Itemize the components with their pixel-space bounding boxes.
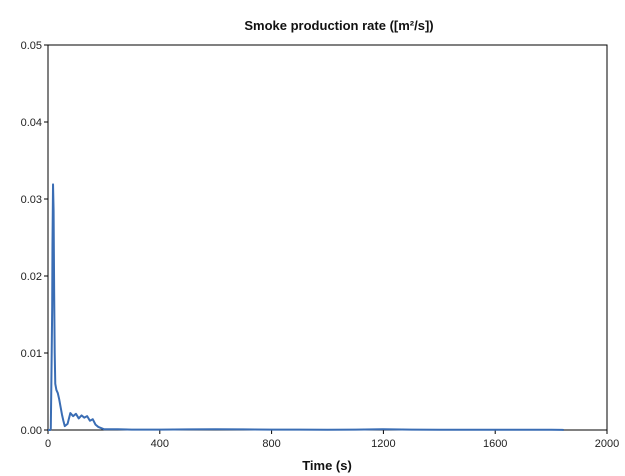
y-tick-label: 0.05 bbox=[21, 40, 42, 52]
y-tick-label: 0.03 bbox=[21, 194, 42, 206]
x-tick-label: 1600 bbox=[483, 438, 507, 450]
x-axis-label: Time (s) bbox=[302, 458, 352, 473]
y-tick-label: 0.01 bbox=[21, 348, 42, 360]
plot-area bbox=[47, 44, 608, 431]
y-tick-label: 0.04 bbox=[21, 117, 42, 129]
x-tick-label: 800 bbox=[262, 438, 280, 450]
y-tick-label: 0.00 bbox=[21, 425, 42, 437]
x-tick-label: 400 bbox=[151, 438, 169, 450]
series-line bbox=[48, 183, 564, 431]
x-tick-label: 2000 bbox=[595, 438, 619, 450]
x-tick-label: 1200 bbox=[371, 438, 395, 450]
x-axis: 0 400 800 1200 1600 2000 bbox=[45, 430, 619, 450]
y-tick-label: 0.02 bbox=[21, 271, 42, 283]
y-axis: 0.00 0.01 0.02 0.03 0.04 0.05 bbox=[21, 40, 48, 437]
chart-title: Smoke production rate ([m²/s]) bbox=[244, 18, 433, 33]
x-tick-label: 0 bbox=[45, 438, 51, 450]
